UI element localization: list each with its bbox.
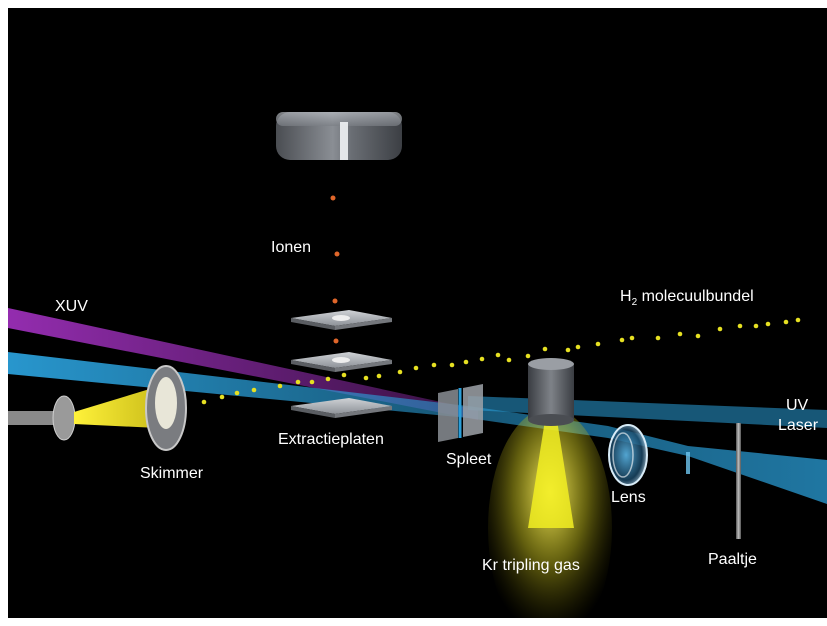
label-uv-laser-line1: UV <box>786 397 809 414</box>
slit <box>438 384 483 442</box>
lens <box>608 424 690 486</box>
nozzle-rod <box>8 411 60 425</box>
xuv-beam <box>8 308 478 420</box>
label-h2-beam: H2 molecuulbundel <box>620 289 754 308</box>
label-lens: Lens <box>611 489 646 506</box>
label-h2-prefix: H <box>620 288 632 305</box>
label-skimmer: Skimmer <box>140 465 204 482</box>
label-h2-subscript: 2 <box>631 297 638 309</box>
label-xuv: XUV <box>55 298 88 315</box>
uv-laser-beam <box>8 352 827 504</box>
extraction-plates <box>291 310 392 418</box>
label-slit: Spleet <box>446 451 492 468</box>
label-h2-suffix: molecuulbundel <box>637 288 754 305</box>
label-extraction-plates: Extractieplaten <box>278 431 384 448</box>
kr-gas-jet <box>528 420 574 528</box>
skimmer-cone <box>155 377 177 429</box>
gas-cell <box>528 358 574 426</box>
label-post: Paaltje <box>708 551 757 568</box>
ion-dots <box>330 195 340 344</box>
skimmer-jet <box>74 388 158 428</box>
label-ions: Ionen <box>271 239 312 256</box>
post <box>736 423 741 539</box>
ion-detector <box>276 112 402 160</box>
label-uv-laser-line2: Laser <box>778 417 819 434</box>
nozzle-head <box>52 395 76 441</box>
label-kr-gas: Kr tripling gas <box>482 557 580 574</box>
molecule-dots <box>201 317 801 405</box>
setup-diagram <box>8 112 827 618</box>
setup-scene: Ionen XUV H2 molecuulbundel Extractiepla… <box>8 8 827 618</box>
